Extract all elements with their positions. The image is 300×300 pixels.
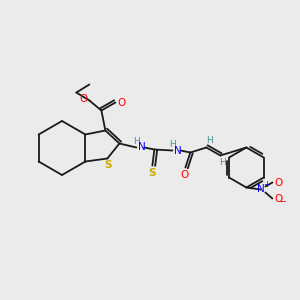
- Text: O: O: [180, 169, 188, 179]
- Text: +: +: [263, 180, 270, 189]
- Text: H: H: [169, 140, 176, 149]
- Text: N: N: [173, 146, 181, 155]
- Text: H: H: [206, 136, 213, 145]
- Text: H: H: [219, 158, 226, 167]
- Text: N: N: [256, 184, 264, 194]
- Text: S: S: [105, 160, 112, 170]
- Text: O: O: [274, 178, 283, 188]
- Text: O: O: [117, 98, 125, 107]
- Text: −: −: [279, 197, 287, 208]
- Text: O: O: [79, 94, 88, 104]
- Text: O: O: [274, 194, 283, 203]
- Text: N: N: [137, 142, 145, 152]
- Text: S: S: [148, 167, 156, 178]
- Text: H: H: [133, 137, 140, 146]
